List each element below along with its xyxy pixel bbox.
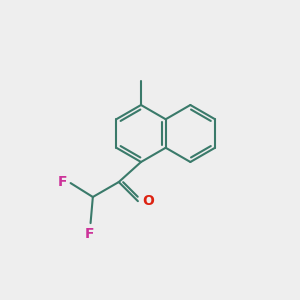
Text: F: F xyxy=(58,175,67,189)
Text: F: F xyxy=(85,227,94,241)
Text: O: O xyxy=(142,194,154,208)
